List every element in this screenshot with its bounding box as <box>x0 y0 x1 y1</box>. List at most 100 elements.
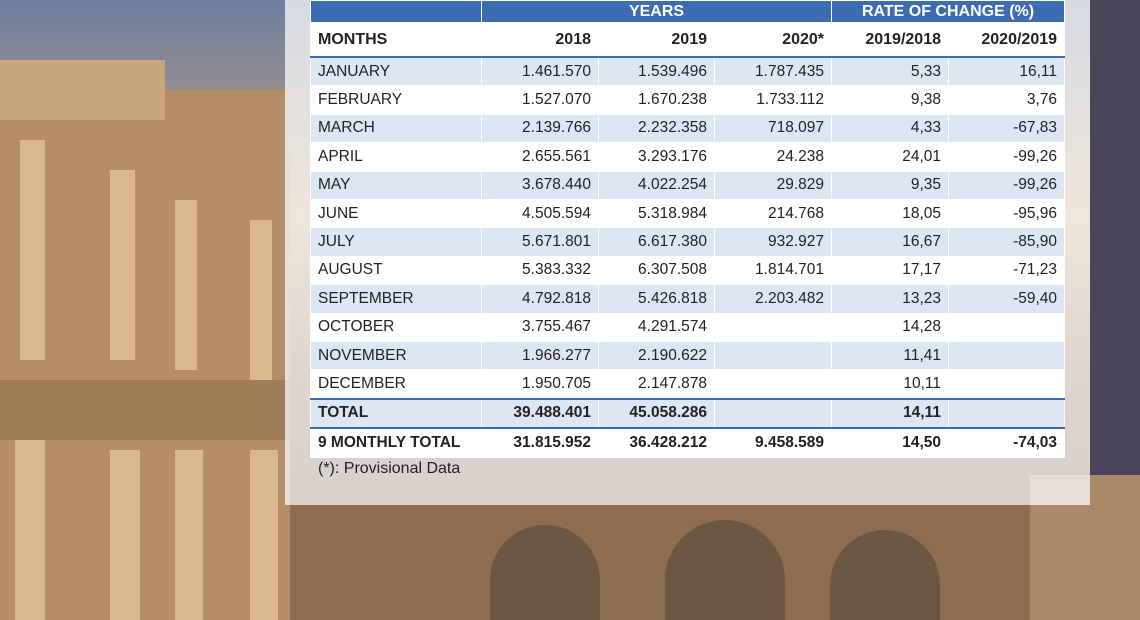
table-cell: 2019 <box>598 22 715 58</box>
table-cell: 1.787.435 <box>714 56 832 87</box>
table-cell <box>947 369 1066 400</box>
table-cell: JULY <box>310 227 482 257</box>
table-cell: -99,26 <box>947 170 1066 200</box>
table-cell: -99,26 <box>947 142 1066 172</box>
table-cell: MAY <box>310 170 482 200</box>
table-cell: 2019/2018 <box>831 22 949 58</box>
table-cell: 36.428.212 <box>598 427 715 458</box>
table-cell: 18,05 <box>831 198 949 229</box>
table-row: AUGUST 5.383.332 6.307.508 1.814.701 17,17 -7… <box>310 255 1066 286</box>
table-cell: 932.927 <box>714 227 832 257</box>
table-cell: RATE OF CHANGE (%) <box>830 0 1066 23</box>
table-row: JUNE 4.505.594 5.318.984 214.768 18,05 -95,96 <box>310 198 1066 229</box>
table-cell: 29.829 <box>714 170 832 200</box>
table-row: MONTHS 2018 2019 2020* 2019/2018 2020/2019 <box>310 22 1066 58</box>
table-cell: 10,11 <box>831 369 949 400</box>
table-cell: 17,17 <box>831 255 949 286</box>
table-cell: NOVEMBER <box>310 340 482 371</box>
table-cell: 45.058.286 <box>598 397 715 429</box>
table-cell: 3.678.440 <box>481 170 599 200</box>
table-cell: JUNE <box>310 198 482 229</box>
table-cell: 9 MONTHLY TOTAL <box>310 427 482 458</box>
table-row: JULY 5.671.801 6.617.380 932.927 16,67 -85,90 <box>310 227 1066 257</box>
table-cell: 2020/2019 <box>947 22 1066 58</box>
table-cell: -95,96 <box>947 198 1066 229</box>
table-cell: 14,50 <box>831 427 949 458</box>
table-cell: 5.383.332 <box>481 255 599 286</box>
table-row: FEBRUARY 1.527.070 1.670.238 1.733.112 9,38 3… <box>310 85 1066 115</box>
table-cell: 4,33 <box>831 113 949 144</box>
table-cell: 3.755.467 <box>481 312 599 342</box>
table-cell: 4.792.818 <box>481 284 599 314</box>
table-cell: 39.488.401 <box>481 397 599 429</box>
table-row: SEPTEMBER 4.792.818 5.426.818 2.203.482 13,2… <box>310 284 1066 314</box>
table-cell: YEARS <box>481 0 832 23</box>
table-cell: JANUARY <box>310 56 482 87</box>
table-cell: -67,83 <box>947 113 1066 144</box>
table-cell: 16,67 <box>831 227 949 257</box>
table-cell: 1.950.705 <box>481 369 599 400</box>
footnote: (*): Provisional Data <box>318 460 461 477</box>
table-cell: 9,38 <box>831 85 949 115</box>
table-cell: 4.505.594 <box>481 198 599 229</box>
table-cell: 2018 <box>481 22 599 58</box>
table-cell: 1.733.112 <box>714 85 832 115</box>
table-cell: 4.022.254 <box>598 170 715 200</box>
table-cell: 3.293.176 <box>598 142 715 172</box>
table-cell: 31.815.952 <box>481 427 599 458</box>
table-cell: MONTHS <box>310 22 482 58</box>
table-cell: 5.318.984 <box>598 198 715 229</box>
table-cell: 2020* <box>714 22 832 58</box>
table-row: NOVEMBER 1.966.277 2.190.622 11,41 <box>310 340 1066 371</box>
table-cell <box>947 397 1066 429</box>
table-cell: 5.671.801 <box>481 227 599 257</box>
table-cell: OCTOBER <box>310 312 482 342</box>
table-cell: 1.527.070 <box>481 85 599 115</box>
table-row: MAY 3.678.440 4.022.254 29.829 9,35 -99,26 <box>310 170 1066 200</box>
table-row: JANUARY 1.461.570 1.539.496 1.787.435 5,33 16… <box>310 56 1066 87</box>
table-cell: FEBRUARY <box>310 85 482 115</box>
table-cell <box>714 340 832 371</box>
table-cell: -71,23 <box>947 255 1066 286</box>
table-cell: 1.966.277 <box>481 340 599 371</box>
table-row: APRIL 2.655.561 3.293.176 24.238 24,01 -99,26 <box>310 142 1066 172</box>
table-cell: 2.203.482 <box>714 284 832 314</box>
table-cell: 1.670.238 <box>598 85 715 115</box>
table-cell: SEPTEMBER <box>310 284 482 314</box>
table-cell: 2.139.766 <box>481 113 599 144</box>
table-cell: 214.768 <box>714 198 832 229</box>
table-cell: 9.458.589 <box>714 427 832 458</box>
table-cell: 6.307.508 <box>598 255 715 286</box>
table-cell: 2.655.561 <box>481 142 599 172</box>
table-row: DECEMBER 1.950.705 2.147.878 10,11 <box>310 369 1066 400</box>
table-cell: 1.814.701 <box>714 255 832 286</box>
table-cell <box>947 340 1066 371</box>
table-cell <box>310 0 482 23</box>
table-row: MARCH 2.139.766 2.232.358 718.097 4,33 -67,83 <box>310 113 1066 144</box>
table-cell: 13,23 <box>831 284 949 314</box>
table-cell: 2.147.878 <box>598 369 715 400</box>
table-cell <box>714 397 832 429</box>
table-cell: -59,40 <box>947 284 1066 314</box>
table-cell: 6.617.380 <box>598 227 715 257</box>
table-cell: -74,03 <box>947 427 1066 458</box>
table-cell: DECEMBER <box>310 369 482 400</box>
table-cell: 5.426.818 <box>598 284 715 314</box>
data-table: YEARS RATE OF CHANGE (%) MONTHS 2018 2019 202… <box>310 0 1066 458</box>
table-cell: 1.539.496 <box>598 56 715 87</box>
table-cell: MARCH <box>310 113 482 144</box>
table-cell <box>714 369 832 400</box>
table-row: YEARS RATE OF CHANGE (%) <box>310 0 1066 23</box>
table-cell: 1.461.570 <box>481 56 599 87</box>
table-cell: APRIL <box>310 142 482 172</box>
table-cell: 718.097 <box>714 113 832 144</box>
table-cell <box>947 312 1066 342</box>
table-cell: 24,01 <box>831 142 949 172</box>
table-cell: 14,11 <box>831 397 949 429</box>
table-cell: AUGUST <box>310 255 482 286</box>
table-cell: 2.190.622 <box>598 340 715 371</box>
table-cell: 3,76 <box>947 85 1066 115</box>
table-cell <box>714 312 832 342</box>
table-cell: 24.238 <box>714 142 832 172</box>
